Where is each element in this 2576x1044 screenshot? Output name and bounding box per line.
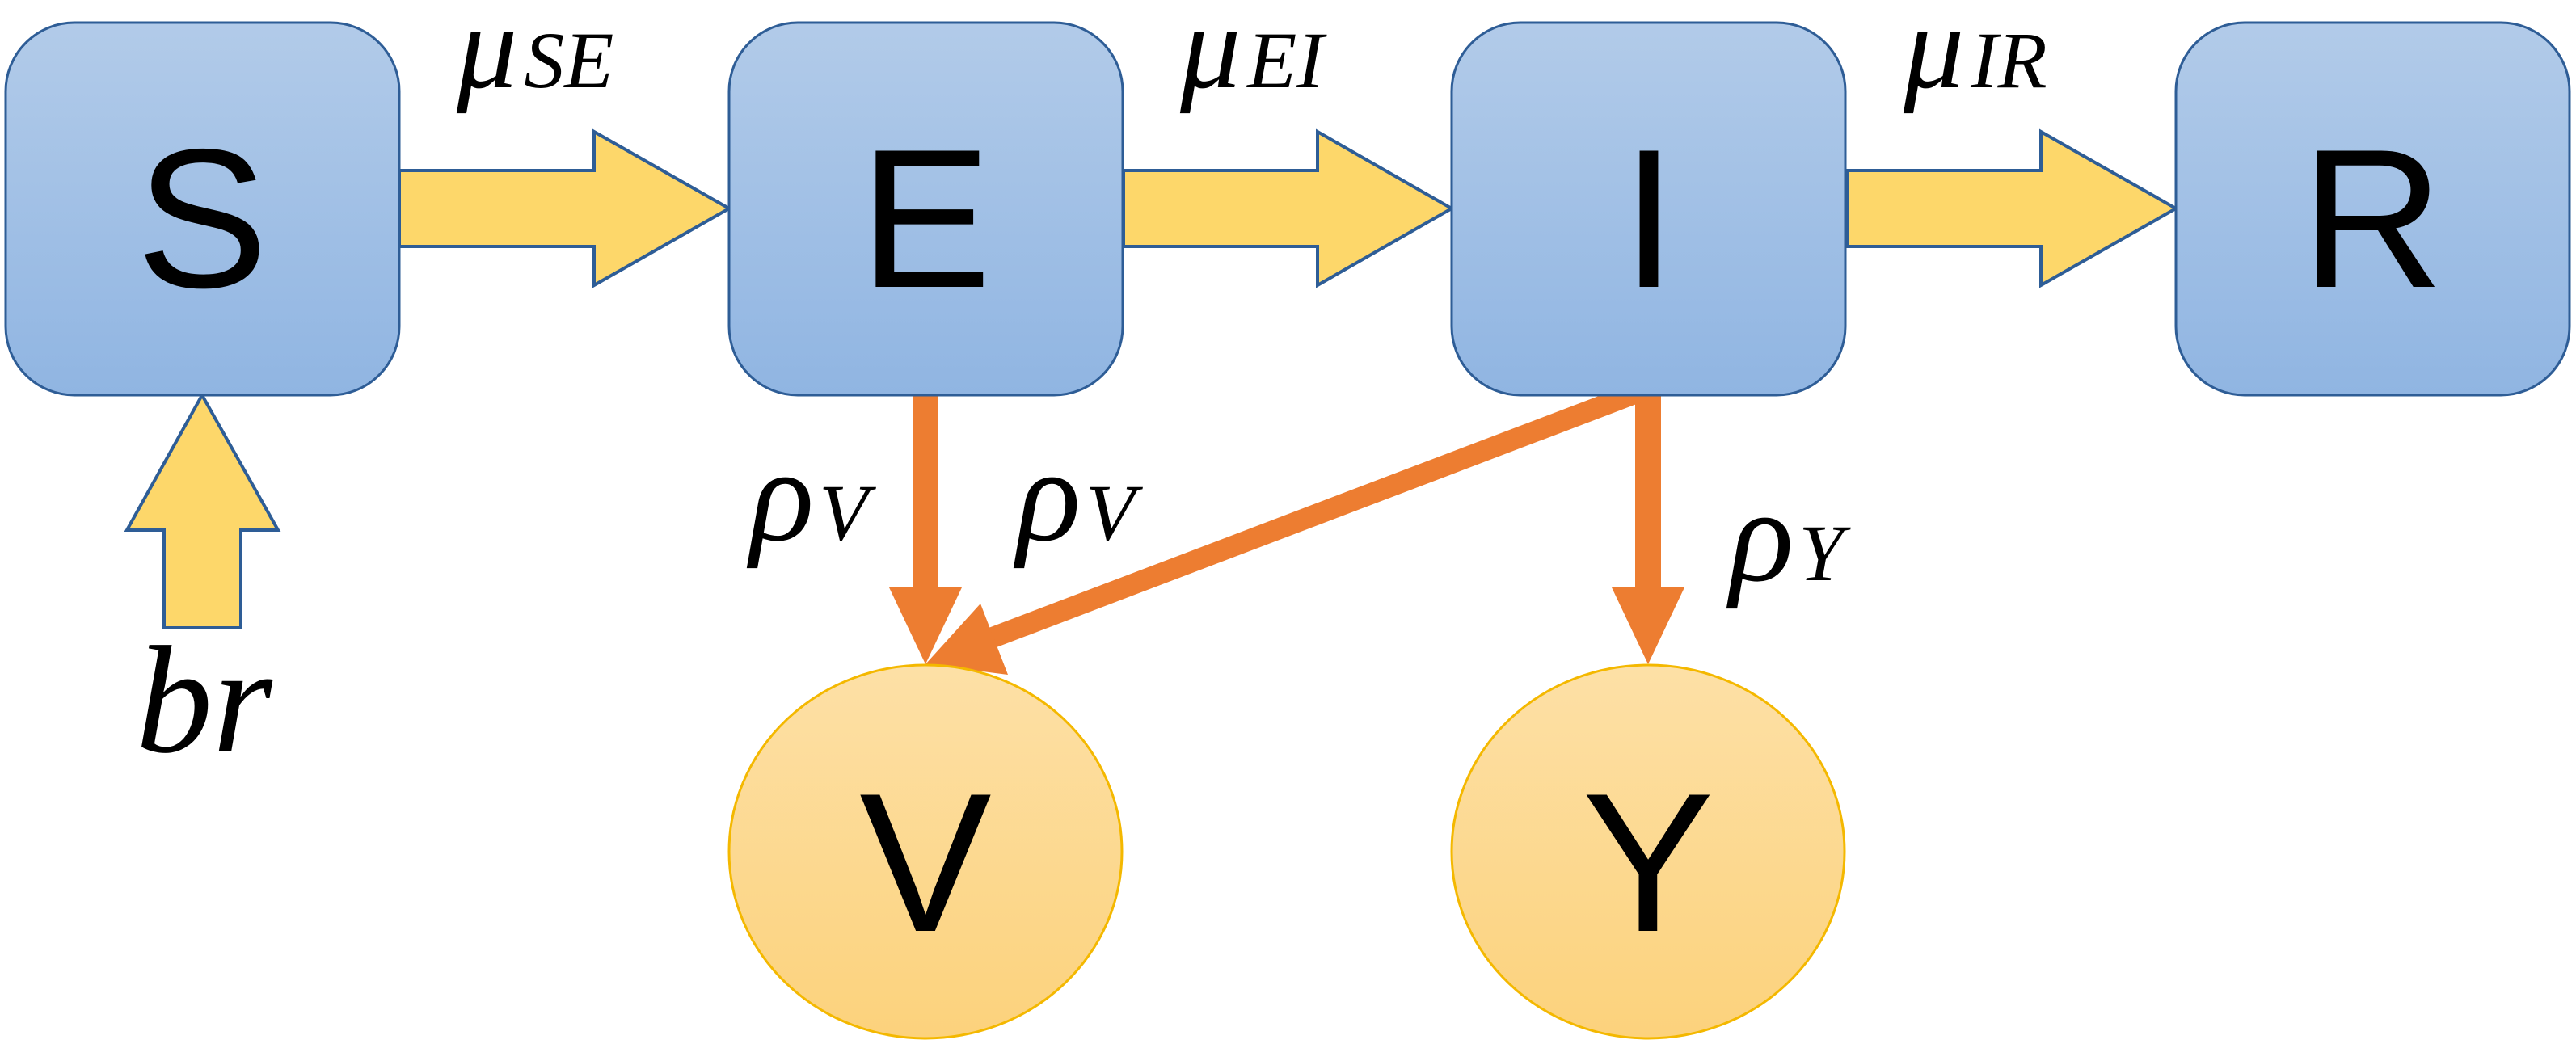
rate-e-v: ρV <box>746 421 876 569</box>
node-s-label: S <box>136 107 268 329</box>
node-v: V <box>727 663 1124 1040</box>
arrow-i-to-y <box>1612 395 1684 664</box>
node-r: R <box>2174 21 2571 397</box>
node-s: S <box>4 21 401 397</box>
rate-e-i-sub: EI <box>1246 15 1327 105</box>
arrow-i-to-r <box>1845 128 2180 288</box>
node-y: Y <box>1450 663 1846 1040</box>
rate-i-y-sub: Y <box>1798 508 1851 598</box>
rate-e-v-symbol: ρ <box>746 421 814 569</box>
rate-i-y-symbol: ρ <box>1726 461 1794 609</box>
rate-i-r-symbol: μ <box>1903 0 1964 114</box>
node-e: E <box>727 21 1124 397</box>
node-r-label: R <box>2301 107 2444 329</box>
rate-i-v-sub: V <box>1086 468 1143 558</box>
rate-s-e-symbol: μ <box>456 0 517 114</box>
rate-e-i: μEI <box>1179 0 1327 114</box>
rate-i-r: μIR <box>1903 0 2047 114</box>
arrow-birth-to-s <box>124 391 281 629</box>
node-i-label: I <box>1621 107 1676 329</box>
node-y-label: Y <box>1582 751 1714 973</box>
arrow-i-to-v <box>925 380 1647 675</box>
arrow-e-to-v <box>889 395 962 664</box>
rate-e-i-symbol: μ <box>1179 0 1241 114</box>
rate-s-e-sub: SE <box>524 15 613 105</box>
arrow-s-to-e <box>398 128 733 288</box>
node-e-label: E <box>859 107 991 329</box>
rate-s-e: μSE <box>456 0 613 114</box>
node-i: I <box>1450 21 1847 397</box>
rate-i-v-symbol: ρ <box>1013 421 1081 569</box>
rate-e-v-sub: V <box>819 468 876 558</box>
node-v-label: V <box>859 751 991 973</box>
rate-i-r-sub: IR <box>1970 15 2047 105</box>
rate-i-y: ρY <box>1726 461 1851 609</box>
rate-birth: br <box>136 616 273 785</box>
arrow-e-to-i <box>1122 128 1456 288</box>
rate-i-v: ρV <box>1013 421 1143 569</box>
